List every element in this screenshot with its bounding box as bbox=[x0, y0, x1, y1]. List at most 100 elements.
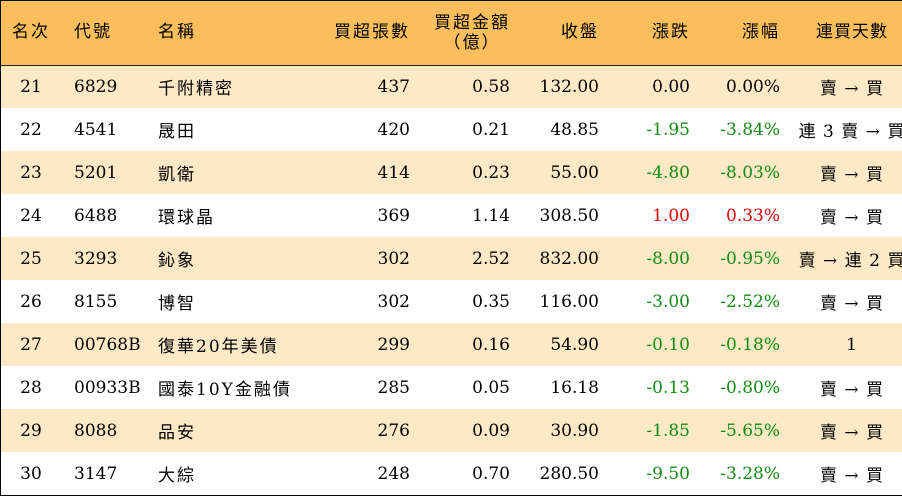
cell-net-buy-amount: 0.16 bbox=[472, 334, 510, 355]
cell-rank: 27 bbox=[20, 334, 42, 355]
cell-net-buy-lots: 302 bbox=[377, 291, 410, 312]
cell-code: 8088 bbox=[74, 420, 118, 441]
cell-rank: 25 bbox=[20, 248, 42, 269]
cell-buy-streak: 賣 → 買 bbox=[819, 294, 885, 314]
cell-buy-streak: 賣 → 買 bbox=[819, 165, 885, 185]
header-code: 代號 bbox=[74, 22, 112, 43]
table-body: 21 6829 千附精密 437 0.58 132.00 0.00 0.00% 賣 → 買 22… bbox=[1, 65, 902, 495]
cell-code: 00933B bbox=[74, 377, 141, 398]
cell-net-buy-lots: 369 bbox=[377, 205, 410, 226]
cell-close: 832.00 bbox=[539, 248, 599, 269]
table-row: 28 00933B 國泰10Y金融債 285 0.05 16.18 -0.13 -0.80% 賣… bbox=[1, 366, 902, 409]
cell-change: -8.00 bbox=[646, 248, 690, 269]
cell-code: 8155 bbox=[74, 291, 118, 312]
cell-change-pct: -0.80% bbox=[720, 377, 780, 398]
cell-name: 國泰10Y金融債 bbox=[158, 380, 292, 400]
header-name: 名稱 bbox=[158, 22, 196, 43]
cell-change-pct: -0.95% bbox=[720, 248, 780, 269]
cell-close: 116.00 bbox=[539, 291, 599, 312]
cell-buy-streak: 賣 → 買 bbox=[819, 79, 885, 100]
header-close: 收盤 bbox=[561, 22, 599, 43]
cell-close: 30.90 bbox=[550, 420, 599, 441]
cell-change-pct: -2.52% bbox=[720, 291, 780, 312]
cell-net-buy-amount: 0.21 bbox=[472, 119, 510, 140]
cell-net-buy-lots: 437 bbox=[377, 76, 410, 97]
header-change-pct: 漲幅 bbox=[742, 22, 780, 43]
cell-change: -1.85 bbox=[646, 420, 690, 441]
header-net-buy-amount-line1: 買超金額 bbox=[434, 12, 510, 33]
cell-close: 132.00 bbox=[539, 76, 599, 97]
cell-net-buy-amount: 0.70 bbox=[472, 463, 510, 484]
cell-buy-streak: 賣 → 買 bbox=[819, 380, 885, 400]
header-row: 名次 代號 名稱 買超張數 買超金額 （億） 收盤 漲跌 漲幅 連買天數 bbox=[1, 1, 902, 65]
cell-code: 3147 bbox=[74, 463, 118, 484]
cell-net-buy-lots: 302 bbox=[377, 248, 410, 269]
cell-rank: 21 bbox=[20, 76, 42, 97]
cell-change-pct: -0.18% bbox=[720, 334, 780, 355]
cell-code: 4541 bbox=[74, 119, 118, 140]
cell-net-buy-lots: 285 bbox=[377, 377, 410, 398]
cell-net-buy-amount: 0.09 bbox=[472, 420, 510, 441]
cell-rank: 26 bbox=[20, 291, 42, 312]
cell-net-buy-lots: 276 bbox=[377, 420, 410, 441]
cell-name: 環球晶 bbox=[158, 208, 215, 228]
cell-change: -1.95 bbox=[646, 119, 690, 140]
cell-change: -0.10 bbox=[646, 334, 690, 355]
cell-buy-streak: 賣 → 買 bbox=[819, 208, 885, 228]
cell-buy-streak: 1 bbox=[846, 334, 858, 355]
table-row: 22 4541 晟田 420 0.21 48.85 -1.95 -3.84% 連 3 賣 → 買 bbox=[1, 108, 902, 151]
cell-change-pct: -5.65% bbox=[720, 420, 780, 441]
cell-close: 55.00 bbox=[550, 162, 599, 183]
cell-rank: 29 bbox=[20, 420, 42, 441]
cell-name: 晟田 bbox=[158, 122, 196, 142]
cell-change-pct: 0.00% bbox=[725, 76, 780, 97]
table-header: 名次 代號 名稱 買超張數 買超金額 （億） 收盤 漲跌 漲幅 連買天數 bbox=[1, 1, 902, 65]
cell-change: 1.00 bbox=[652, 205, 690, 226]
cell-net-buy-lots: 248 bbox=[377, 463, 410, 484]
cell-net-buy-amount: 0.23 bbox=[472, 162, 510, 183]
table-row: 21 6829 千附精密 437 0.58 132.00 0.00 0.00% 賣 → 買 bbox=[1, 65, 902, 108]
cell-change-pct: -3.84% bbox=[720, 119, 780, 140]
table-row: 23 5201 凱衛 414 0.23 55.00 -4.80 -8.03% 賣 → 買 bbox=[1, 151, 902, 194]
cell-change: -0.13 bbox=[646, 377, 690, 398]
cell-code: 00768B bbox=[74, 334, 141, 355]
cell-name: 鈊象 bbox=[158, 251, 196, 271]
cell-net-buy-amount: 0.05 bbox=[472, 377, 510, 398]
cell-change: -9.50 bbox=[646, 463, 690, 484]
cell-net-buy-amount: 2.52 bbox=[472, 248, 510, 269]
cell-rank: 30 bbox=[20, 463, 42, 484]
cell-change-pct: -8.03% bbox=[720, 162, 780, 183]
cell-rank: 24 bbox=[20, 205, 42, 226]
cell-code: 6829 bbox=[74, 76, 118, 97]
cell-close: 308.50 bbox=[539, 205, 599, 226]
cell-net-buy-amount: 0.35 bbox=[472, 291, 510, 312]
header-change: 漲跌 bbox=[652, 22, 690, 43]
header-rank: 名次 bbox=[12, 22, 50, 43]
cell-buy-streak: 連 3 賣 → 買 bbox=[798, 122, 902, 142]
header-net-buy-amount-text: 買超金額 （億） bbox=[434, 13, 510, 53]
cell-name: 凱衛 bbox=[158, 165, 196, 185]
cell-net-buy-lots: 299 bbox=[377, 334, 410, 355]
cell-change-pct: -3.28% bbox=[720, 463, 780, 484]
cell-name: 大綜 bbox=[158, 466, 196, 486]
header-buy-streak: 連買天數 bbox=[816, 22, 888, 43]
cell-name: 千附精密 bbox=[158, 79, 234, 100]
cell-close: 16.18 bbox=[550, 377, 599, 398]
cell-code: 6488 bbox=[74, 205, 118, 226]
header-net-buy-amount-unit: （億） bbox=[443, 32, 501, 53]
cell-net-buy-amount: 1.14 bbox=[472, 205, 510, 226]
table-row: 26 8155 博智 302 0.35 116.00 -3.00 -2.52% 賣 → 買 bbox=[1, 280, 902, 323]
table-row: 29 8088 品安 276 0.09 30.90 -1.85 -5.65% 賣 → 買 bbox=[1, 409, 902, 452]
cell-close: 48.85 bbox=[550, 119, 599, 140]
header-net-buy-lots: 買超張數 bbox=[334, 22, 410, 43]
cell-buy-streak: 賣 → 連 2 買 bbox=[798, 251, 902, 271]
cell-close: 54.90 bbox=[550, 334, 599, 355]
table-row: 27 00768B 復華20年美債 299 0.16 54.90 -0.10 -0.18% 1 bbox=[1, 323, 902, 366]
table-row: 24 6488 環球晶 369 1.14 308.50 1.00 0.33% 賣 → 買 bbox=[1, 194, 902, 237]
cell-code: 3293 bbox=[74, 248, 118, 269]
cell-change: 0.00 bbox=[652, 76, 690, 97]
cell-net-buy-lots: 414 bbox=[377, 162, 410, 183]
cell-buy-streak: 賣 → 買 bbox=[819, 466, 885, 486]
cell-rank: 22 bbox=[20, 119, 42, 140]
